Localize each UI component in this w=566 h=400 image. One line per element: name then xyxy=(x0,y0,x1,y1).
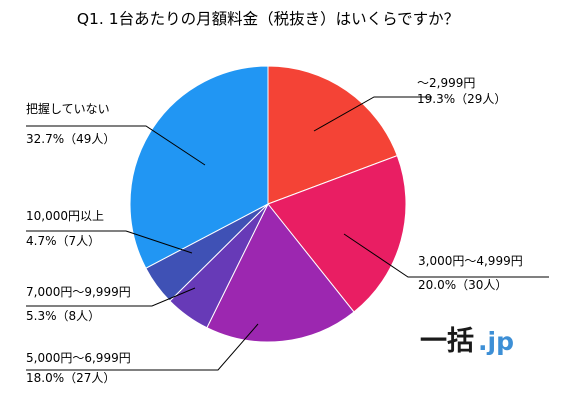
slice-value-label: 32.7%（49人） xyxy=(26,132,115,146)
slice-labels: ～2,999円 19.3%（29人） 3,000円～4,999円 20.0%（30人）… xyxy=(26,76,523,385)
slice-value-label: 20.0%（30人） xyxy=(418,278,507,292)
leader-line xyxy=(343,233,549,278)
pie-slice xyxy=(267,65,398,205)
slice-name-label: ～2,999円 xyxy=(417,76,475,90)
slice-value-label: 19.3%（29人） xyxy=(417,92,506,106)
pie-slice xyxy=(129,65,269,269)
slice-name-label: 把握していない xyxy=(26,101,110,116)
leader-line xyxy=(26,125,206,166)
slice-value-label: 4.7%（7人） xyxy=(26,234,100,248)
leader-line xyxy=(26,323,259,371)
pie-slice xyxy=(267,154,407,313)
pie-slice xyxy=(206,203,355,343)
slice-value-label: 18.0%（27人） xyxy=(26,371,115,385)
slice-value-label: 5.3%（8人） xyxy=(26,309,100,323)
brand-logo: 一括 .jp xyxy=(420,326,514,357)
slice-name-label: 3,000円～4,999円 xyxy=(418,254,523,268)
slice-name-label: 5,000円～6,999円 xyxy=(26,351,131,365)
slice-name-label: 7,000円～9,999円 xyxy=(26,285,131,299)
slice-name-label: 10,000円以上 xyxy=(26,209,104,223)
chart-title: Q1. 1台あたりの月額料金（税抜き）はいくらですか？ xyxy=(77,10,459,28)
leader-line xyxy=(313,96,432,132)
leader-line xyxy=(26,230,193,254)
logo-text: 一括 xyxy=(420,326,474,357)
leader-line xyxy=(26,287,196,307)
logo-suffix: .jp xyxy=(478,327,514,356)
leader-lines xyxy=(26,96,549,371)
pie-slices xyxy=(129,65,407,343)
